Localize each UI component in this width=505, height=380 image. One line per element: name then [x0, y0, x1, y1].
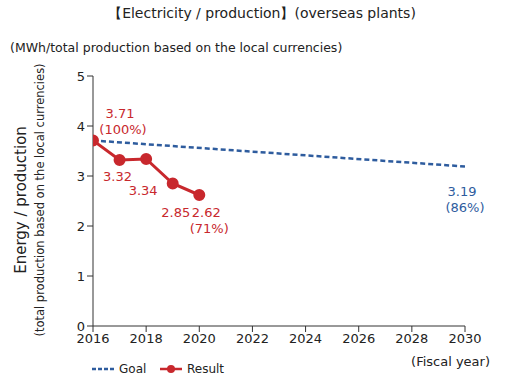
svg-text:3: 3: [77, 169, 85, 184]
svg-text:(Fiscal year): (Fiscal year): [411, 354, 490, 369]
svg-text:5: 5: [77, 69, 85, 84]
svg-text:(100%): (100%): [99, 122, 146, 137]
svg-text:2.62: 2.62: [192, 205, 221, 220]
svg-text:1: 1: [77, 269, 85, 284]
svg-text:2022: 2022: [236, 331, 269, 346]
svg-text:4: 4: [77, 119, 85, 134]
svg-text:Goal: Goal: [119, 362, 146, 376]
svg-text:3.19: 3.19: [448, 184, 477, 199]
svg-text:2016: 2016: [76, 331, 110, 347]
svg-text:2024: 2024: [289, 331, 322, 346]
svg-text:2030: 2030: [448, 331, 481, 346]
svg-text:3.71: 3.71: [106, 106, 135, 121]
svg-text:2.85: 2.85: [161, 205, 190, 220]
svg-text:(86%): (86%): [445, 200, 484, 215]
svg-text:2018: 2018: [130, 331, 163, 346]
svg-text:2: 2: [77, 219, 85, 234]
svg-text:(total production based on the: (total production based on the local cur…: [33, 63, 47, 336]
svg-text:2028: 2028: [395, 331, 428, 346]
svg-text:3.32: 3.32: [103, 169, 132, 184]
svg-text:Energy / production: Energy / production: [12, 126, 30, 274]
svg-text:(71%): (71%): [190, 221, 229, 236]
svg-text:【Electricity / production】(ove: 【Electricity / production】(overseas plan…: [108, 5, 416, 21]
svg-text:2020: 2020: [183, 331, 216, 346]
svg-text:Result: Result: [187, 362, 224, 376]
svg-text:0: 0: [77, 319, 85, 334]
svg-text:3.34: 3.34: [129, 183, 158, 198]
svg-text:2026: 2026: [342, 331, 375, 346]
svg-text:(MWh/total production based on: (MWh/total production based on the local…: [10, 40, 342, 55]
